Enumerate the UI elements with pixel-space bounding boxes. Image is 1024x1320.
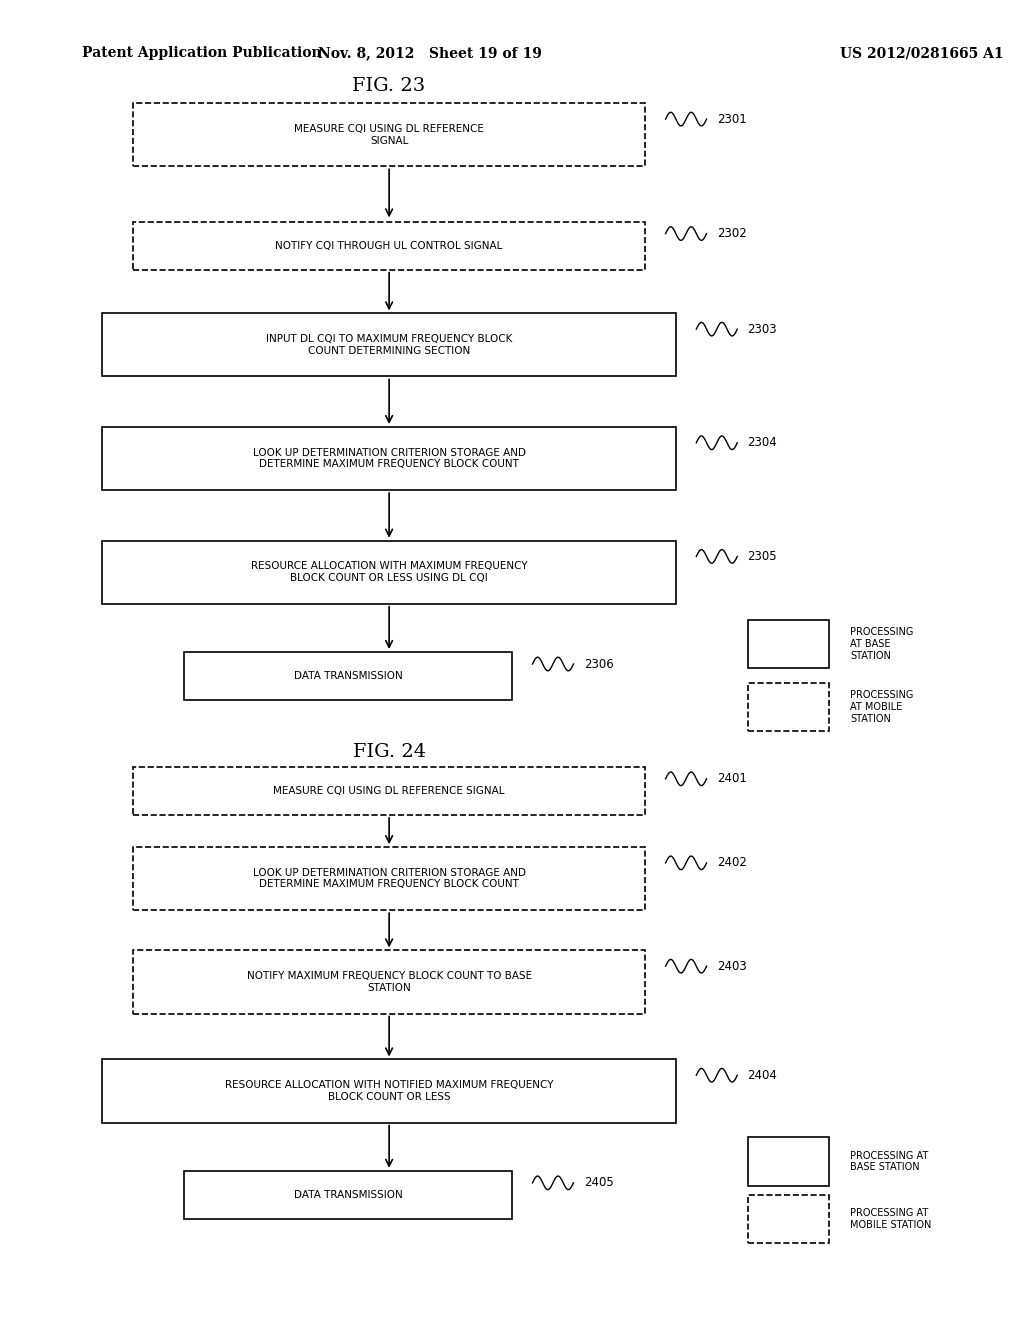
Text: 2305: 2305 — [748, 550, 777, 562]
Text: DATA TRANSMISSION: DATA TRANSMISSION — [294, 1189, 402, 1200]
FancyBboxPatch shape — [748, 682, 829, 731]
Text: PROCESSING AT
BASE STATION: PROCESSING AT BASE STATION — [850, 1151, 928, 1172]
Text: 2401: 2401 — [717, 772, 746, 785]
Text: 2303: 2303 — [748, 322, 777, 335]
Text: INPUT DL CQI TO MAXIMUM FREQUENCY BLOCK
COUNT DETERMINING SECTION: INPUT DL CQI TO MAXIMUM FREQUENCY BLOCK … — [266, 334, 512, 355]
FancyBboxPatch shape — [748, 1195, 829, 1243]
Text: 2301: 2301 — [717, 112, 746, 125]
Text: Patent Application Publication: Patent Application Publication — [82, 46, 322, 61]
Text: 2302: 2302 — [717, 227, 746, 240]
Text: NOTIFY MAXIMUM FREQUENCY BLOCK COUNT TO BASE
STATION: NOTIFY MAXIMUM FREQUENCY BLOCK COUNT TO … — [247, 972, 531, 993]
FancyBboxPatch shape — [184, 1171, 512, 1218]
FancyBboxPatch shape — [748, 620, 829, 668]
Text: FIG. 24: FIG. 24 — [352, 743, 426, 760]
Text: 2304: 2304 — [748, 437, 777, 449]
Text: 2402: 2402 — [717, 857, 746, 870]
Text: Nov. 8, 2012   Sheet 19 of 19: Nov. 8, 2012 Sheet 19 of 19 — [318, 46, 542, 61]
Text: 2404: 2404 — [748, 1069, 777, 1081]
FancyBboxPatch shape — [184, 652, 512, 700]
Text: 2403: 2403 — [717, 960, 746, 973]
Text: FIG. 23: FIG. 23 — [352, 77, 426, 95]
FancyBboxPatch shape — [748, 1138, 829, 1185]
Text: MEASURE CQI USING DL REFERENCE
SIGNAL: MEASURE CQI USING DL REFERENCE SIGNAL — [294, 124, 484, 145]
Text: NOTIFY CQI THROUGH UL CONTROL SIGNAL: NOTIFY CQI THROUGH UL CONTROL SIGNAL — [275, 240, 503, 251]
FancyBboxPatch shape — [102, 1060, 676, 1122]
FancyBboxPatch shape — [133, 222, 645, 269]
Text: LOOK UP DETERMINATION CRITERION STORAGE AND
DETERMINE MAXIMUM FREQUENCY BLOCK CO: LOOK UP DETERMINATION CRITERION STORAGE … — [253, 867, 525, 890]
FancyBboxPatch shape — [133, 847, 645, 911]
Text: US 2012/0281665 A1: US 2012/0281665 A1 — [840, 46, 1004, 61]
FancyBboxPatch shape — [102, 541, 676, 603]
Text: RESOURCE ALLOCATION WITH MAXIMUM FREQUENCY
BLOCK COUNT OR LESS USING DL CQI: RESOURCE ALLOCATION WITH MAXIMUM FREQUEN… — [251, 561, 527, 583]
Text: 2405: 2405 — [584, 1176, 613, 1189]
Text: DATA TRANSMISSION: DATA TRANSMISSION — [294, 671, 402, 681]
Text: PROCESSING AT
MOBILE STATION: PROCESSING AT MOBILE STATION — [850, 1208, 931, 1230]
FancyBboxPatch shape — [102, 426, 676, 490]
Text: MEASURE CQI USING DL REFERENCE SIGNAL: MEASURE CQI USING DL REFERENCE SIGNAL — [273, 785, 505, 796]
Text: RESOURCE ALLOCATION WITH NOTIFIED MAXIMUM FREQUENCY
BLOCK COUNT OR LESS: RESOURCE ALLOCATION WITH NOTIFIED MAXIMU… — [225, 1080, 553, 1102]
Text: PROCESSING
AT BASE
STATION: PROCESSING AT BASE STATION — [850, 627, 913, 660]
FancyBboxPatch shape — [133, 950, 645, 1014]
Text: PROCESSING
AT MOBILE
STATION: PROCESSING AT MOBILE STATION — [850, 690, 913, 723]
Text: LOOK UP DETERMINATION CRITERION STORAGE AND
DETERMINE MAXIMUM FREQUENCY BLOCK CO: LOOK UP DETERMINATION CRITERION STORAGE … — [253, 447, 525, 470]
Text: 2306: 2306 — [584, 657, 613, 671]
FancyBboxPatch shape — [133, 103, 645, 166]
FancyBboxPatch shape — [133, 767, 645, 814]
FancyBboxPatch shape — [102, 313, 676, 376]
